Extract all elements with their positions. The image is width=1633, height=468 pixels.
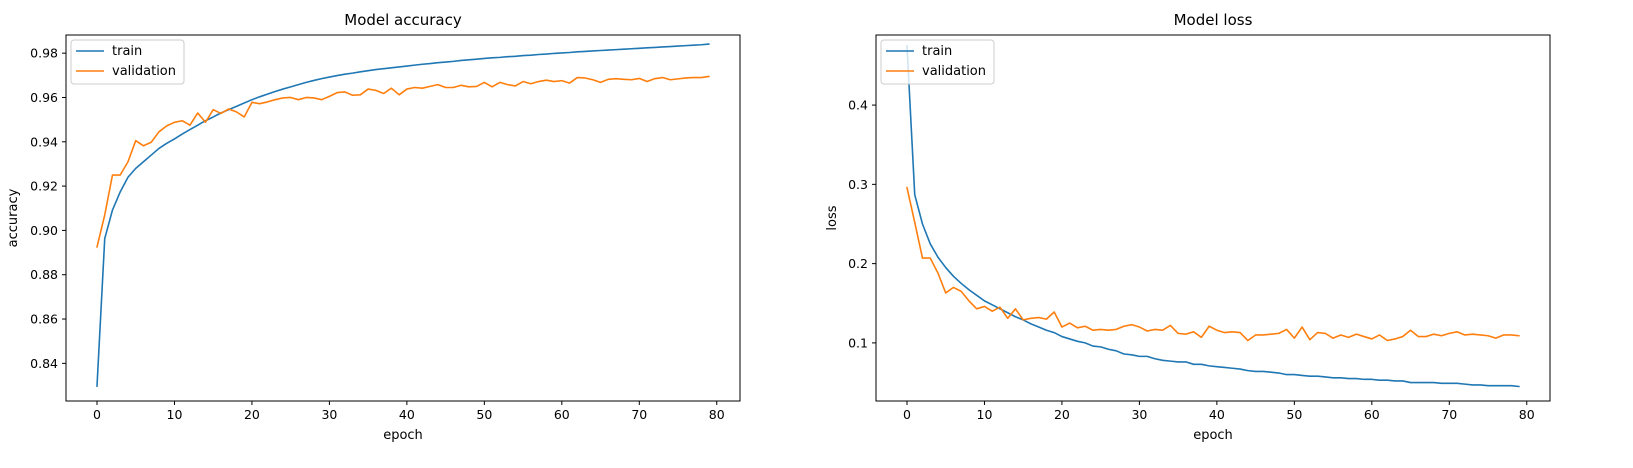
loss-y-tick-label: 0.2 (848, 256, 868, 271)
loss-axes-frame (875, 34, 1551, 402)
loss-y-tick-label: 0.4 (848, 98, 868, 113)
loss-x-tick-label: 0 (903, 407, 911, 422)
loss-x-tick-label: 80 (1519, 407, 1535, 422)
accuracy-x-axis-label: epoch (383, 428, 423, 443)
accuracy-y-tick-label: 0.96 (30, 90, 58, 105)
loss-plot-area (906, 44, 1520, 388)
loss-x-tick-label: 10 (977, 407, 993, 422)
accuracy-x-tick-label: 70 (631, 407, 647, 422)
loss-y-tick-label: 0.1 (848, 335, 868, 350)
loss-x-axis-label: epoch (1193, 428, 1233, 443)
loss-x-tick-label: 30 (1131, 407, 1147, 422)
loss-x-tick-label: 60 (1364, 407, 1380, 422)
loss-series-train-line (906, 44, 1520, 388)
accuracy-x-tick-label: 30 (321, 407, 337, 422)
accuracy-x-tick-label: 10 (167, 407, 183, 422)
accuracy-legend-validation-label: validation (112, 64, 176, 79)
accuracy-axes-frame (65, 34, 741, 402)
loss-x-tick-label: 20 (1054, 407, 1070, 422)
loss-y-axis-label: loss (825, 205, 840, 230)
accuracy-y-tick-label: 0.88 (30, 267, 58, 282)
accuracy-y-tick-label: 0.84 (30, 356, 58, 371)
accuracy-x-tick-label: 60 (554, 407, 570, 422)
accuracy-y-tick-label: 0.94 (30, 134, 58, 149)
accuracy-x-tick-label: 20 (244, 407, 260, 422)
accuracy-chart: Model accuracy epoch accuracy train vali… (6, 11, 741, 443)
loss-series-validation-line (906, 186, 1520, 342)
accuracy-y-tick-label: 0.86 (30, 312, 58, 327)
accuracy-chart-title: Model accuracy (344, 11, 462, 29)
accuracy-legend-train-label: train (112, 44, 142, 59)
accuracy-x-tick-label: 80 (709, 407, 725, 422)
loss-legend-train-label: train (922, 44, 952, 59)
accuracy-y-tick-label: 0.98 (30, 46, 58, 61)
loss-x-tick-label: 50 (1286, 407, 1302, 422)
loss-y-tick-label: 0.3 (848, 177, 868, 192)
loss-x-tick-label: 40 (1209, 407, 1225, 422)
accuracy-plot-area (96, 43, 710, 388)
accuracy-series-train-line (96, 43, 710, 388)
loss-x-tick-label: 70 (1441, 407, 1457, 422)
accuracy-x-tick-label: 50 (476, 407, 492, 422)
accuracy-legend: train validation (70, 39, 185, 85)
loss-legend-validation-label: validation (922, 64, 986, 79)
accuracy-y-tick-label: 0.92 (30, 179, 58, 194)
accuracy-x-tick-label: 0 (93, 407, 101, 422)
accuracy-y-tick-label: 0.90 (30, 223, 58, 238)
loss-legend: train validation (880, 39, 995, 85)
loss-chart: Model loss epoch loss train validation 0… (825, 11, 1551, 443)
accuracy-series-validation-line (96, 75, 710, 248)
accuracy-y-axis-label: accuracy (6, 188, 21, 247)
accuracy-x-tick-label: 40 (399, 407, 415, 422)
loss-chart-title: Model loss (1174, 11, 1253, 29)
